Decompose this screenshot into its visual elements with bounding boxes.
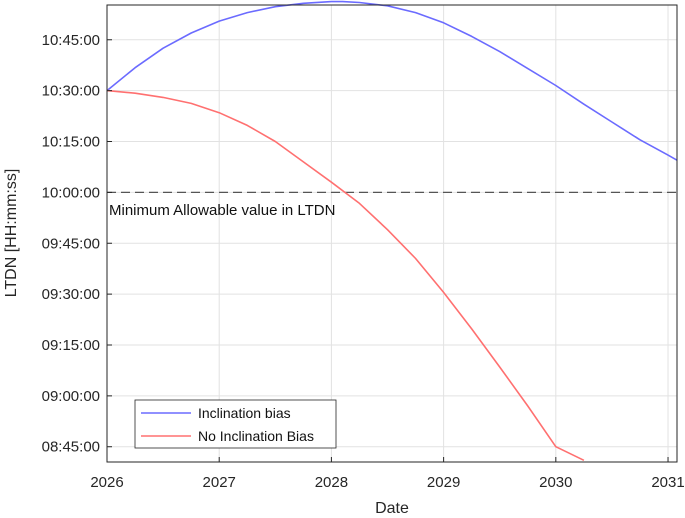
legend-label-no-inclination-bias: No Inclination Bias bbox=[198, 428, 314, 444]
legend-box bbox=[134, 399, 337, 449]
x-tick-label: 2026 bbox=[90, 474, 123, 491]
y-tick-label: 09:15:00 bbox=[42, 337, 100, 354]
x-tick-label: 2029 bbox=[427, 474, 460, 491]
y-tick-label: 10:15:00 bbox=[42, 134, 100, 151]
series-group bbox=[106, 0, 678, 462]
x-tick-label: 2027 bbox=[203, 474, 236, 491]
x-axis-title: Date bbox=[375, 500, 409, 517]
y-tick-label: 09:30:00 bbox=[42, 286, 100, 303]
series-line-inclination-bias bbox=[106, 0, 678, 161]
x-tick-label: 2028 bbox=[315, 474, 348, 491]
x-axis-ticks: 2026 2027 2028 2029 2030 2031 bbox=[90, 457, 685, 491]
y-tick-label: 09:45:00 bbox=[42, 235, 100, 252]
y-tick-label: 10:30:00 bbox=[42, 83, 100, 100]
x-tick-label: 2030 bbox=[539, 474, 572, 491]
y-tick-label: 10:45:00 bbox=[42, 32, 100, 49]
y-axis-title: LTDN [HH:mm:ss] bbox=[3, 169, 20, 298]
x-tick-label: 2031 bbox=[651, 474, 684, 491]
legend-label-inclination-bias: Inclination bias bbox=[198, 405, 291, 421]
legend: Inclination bias No Inclination Bias bbox=[134, 399, 337, 449]
series-line-no-inclination-bias bbox=[106, 89, 585, 462]
y-tick-label: 08:45:00 bbox=[42, 439, 100, 456]
reference-line-label: Minimum Allowable value in LTDN bbox=[109, 202, 335, 219]
y-tick-label: 09:00:00 bbox=[42, 388, 100, 405]
y-axis-ticks: 08:45:00 09:00:00 09:15:00 09:30:00 09:45:00… bbox=[42, 32, 112, 456]
y-tick-label: 10:00:00 bbox=[42, 184, 100, 201]
plot-frame bbox=[106, 4, 678, 463]
